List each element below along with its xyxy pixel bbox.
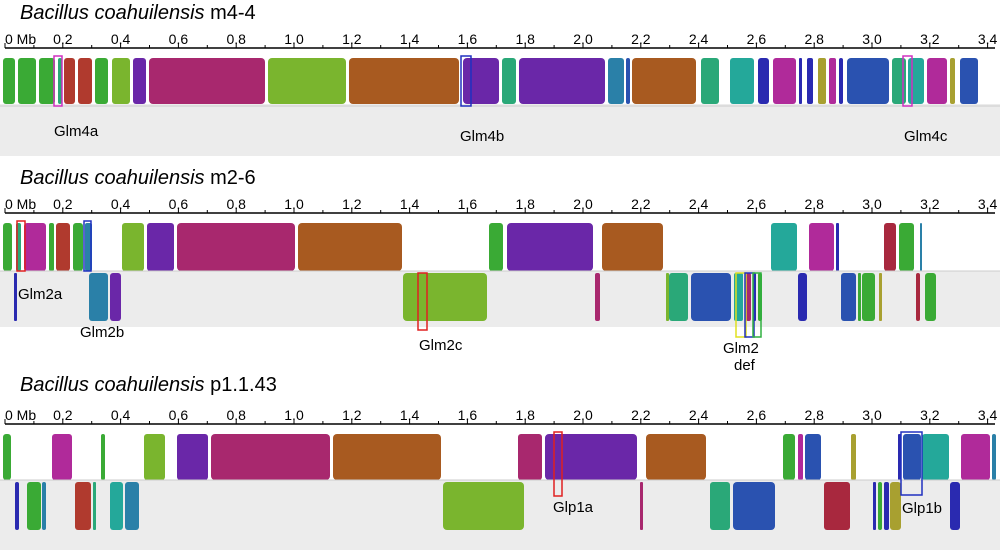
genome-title: Bacillus coahuilensis m2-6 <box>20 167 256 190</box>
tick-label: 2.2 <box>631 196 651 212</box>
species-name: Bacillus coahuilensis <box>20 2 205 24</box>
tick-label: 0.8 <box>226 31 246 47</box>
tick-label: 0.2 <box>53 196 73 212</box>
tick-label: 0 Mb <box>5 196 36 212</box>
axis-ticks: 0.2 0.4 0.6 0.8 1.0 1.2 1.4 1.6 1.8 2.0 2.2 2.4 2.6 2… <box>4 31 998 48</box>
region-box-glm2b <box>83 220 92 272</box>
region-label-glm2c: Glm2c <box>419 337 463 354</box>
tick-label: 3.4 <box>978 196 998 212</box>
tick-label: 2.8 <box>804 31 824 47</box>
tick-label: 0.8 <box>226 196 246 212</box>
strain-name: m2-6 <box>210 167 256 189</box>
region-box-glm2c <box>417 272 428 331</box>
genome-panel-p1-1-43: Bacillus coahuilensis p1.1.43 0 Mb 0.2 0.… <box>0 372 1000 550</box>
region-label-glm2def-line2: def <box>734 357 756 374</box>
axis-ticks: 0.2 0.4 0.6 0.8 1.0 1.2 1.4 1.6 1.8 2.0 2.2 2.4 2.6 2… <box>4 407 998 424</box>
tick-label: 3.0 <box>862 407 882 423</box>
region-box-glm2e <box>744 272 755 338</box>
region-label-glm4b: Glm4b <box>460 128 504 145</box>
strain-name: p1.1.43 <box>210 374 277 396</box>
tick-label: 1.0 <box>284 196 304 212</box>
tick-label: 3.0 <box>862 31 882 47</box>
tick-label: 1.4 <box>400 31 420 47</box>
tick-label: 2.8 <box>804 407 824 423</box>
tick-label: 2.6 <box>747 407 767 423</box>
tick-label: 2.0 <box>573 196 593 212</box>
tick-label: 1.0 <box>284 407 304 423</box>
tick-label: 3.4 <box>978 407 998 423</box>
tick-label: 2.6 <box>747 31 767 47</box>
tick-label: 1.6 <box>458 31 478 47</box>
genome-panel-m2-6: Bacillus coahuilensis m2-6 0 Mb 0.2 0.4 0.… <box>0 165 1000 375</box>
genome-map-m4-4: 0 Mb 0.2 0.4 0.6 0.8 1.0 1.2 1.4 1.6 1.8 2.0 2.2 2.… <box>0 31 1000 156</box>
tick-label: 2.4 <box>689 407 709 423</box>
tick-label: 2.2 <box>631 407 651 423</box>
genome-map-p1-1-43: 0 Mb 0.2 0.4 0.6 0.8 1.0 1.2 1.4 1.6 1.8 2.0 2.2 2.… <box>0 407 1000 550</box>
tick-label: 2.0 <box>573 407 593 423</box>
region-box-glm2f <box>752 272 762 338</box>
region-box-glp1b <box>900 431 923 496</box>
tick-label: 2.2 <box>631 31 651 47</box>
tick-label: 1.2 <box>342 407 362 423</box>
region-label-glm2def: Glm2 <box>723 340 759 357</box>
region-label-glm4a: Glm4a <box>54 123 99 140</box>
region-label-glp1b: Glp1b <box>902 500 942 517</box>
region-label-glm2a: Glm2a <box>18 286 63 303</box>
axis-ticks: 0.2 0.4 0.6 0.8 1.0 1.2 1.4 1.6 1.8 2.0 2.2 2.4 2.6 2… <box>4 196 998 213</box>
tick-label: 1.4 <box>400 196 420 212</box>
region-box-glm4c <box>902 55 913 107</box>
region-box-glp1a <box>553 431 563 497</box>
tick-label: 1.2 <box>342 31 362 47</box>
region-box-glm2a <box>16 220 26 272</box>
tick-label: 1.0 <box>284 31 304 47</box>
tick-label: 3.2 <box>920 196 940 212</box>
tick-label: 1.8 <box>515 196 535 212</box>
tick-label: 2.4 <box>689 31 709 47</box>
species-name: Bacillus coahuilensis <box>20 167 205 189</box>
tick-label: 0.4 <box>111 31 131 47</box>
tick-label: 0 Mb <box>5 31 36 47</box>
tick-label: 0.4 <box>111 196 131 212</box>
tick-label: 1.8 <box>515 407 535 423</box>
genome-title: Bacillus coahuilensis m4-4 <box>20 2 256 25</box>
tick-label: 1.8 <box>515 31 535 47</box>
region-label-glm4c: Glm4c <box>904 128 948 145</box>
tick-label: 0.8 <box>226 407 246 423</box>
tick-label: 0.6 <box>169 196 189 212</box>
tick-label: 3.2 <box>920 31 940 47</box>
genome-map-m2-6: 0 Mb 0.2 0.4 0.6 0.8 1.0 1.2 1.4 1.6 1.8 2.0 2.2 2.… <box>0 196 1000 374</box>
tick-label: 0.4 <box>111 407 131 423</box>
tick-label: 1.6 <box>458 196 478 212</box>
genome-title: Bacillus coahuilensis p1.1.43 <box>20 374 277 397</box>
strain-name: m4-4 <box>210 2 256 24</box>
region-box-glm4b <box>460 55 472 107</box>
tick-label: 0.2 <box>53 407 73 423</box>
tick-label: 1.4 <box>400 407 420 423</box>
tick-label: 0 Mb <box>5 407 36 423</box>
tick-label: 2.8 <box>804 196 824 212</box>
tick-label: 2.4 <box>689 196 709 212</box>
tick-label: 3.0 <box>862 196 882 212</box>
region-box-glm4a <box>53 55 63 107</box>
region-label-glp1a: Glp1a <box>553 499 594 516</box>
tick-label: 2.6 <box>747 196 767 212</box>
tick-label: 1.6 <box>458 407 478 423</box>
tick-label: 1.2 <box>342 196 362 212</box>
tick-label: 2.0 <box>573 31 593 47</box>
region-box-glm2d <box>735 272 747 338</box>
region-label-glm2b: Glm2b <box>80 324 124 341</box>
tick-label: 0.6 <box>169 407 189 423</box>
species-name: Bacillus coahuilensis <box>20 374 205 396</box>
track-background <box>0 104 1000 156</box>
tick-label: 3.4 <box>978 31 998 47</box>
tick-label: 0.6 <box>169 31 189 47</box>
tick-label: 3.2 <box>920 407 940 423</box>
tick-label: 0.2 <box>53 31 73 47</box>
genome-panel-m4-4: Bacillus coahuilensis m4-4 0 Mb 0.2 0.4 0.… <box>0 0 1000 160</box>
